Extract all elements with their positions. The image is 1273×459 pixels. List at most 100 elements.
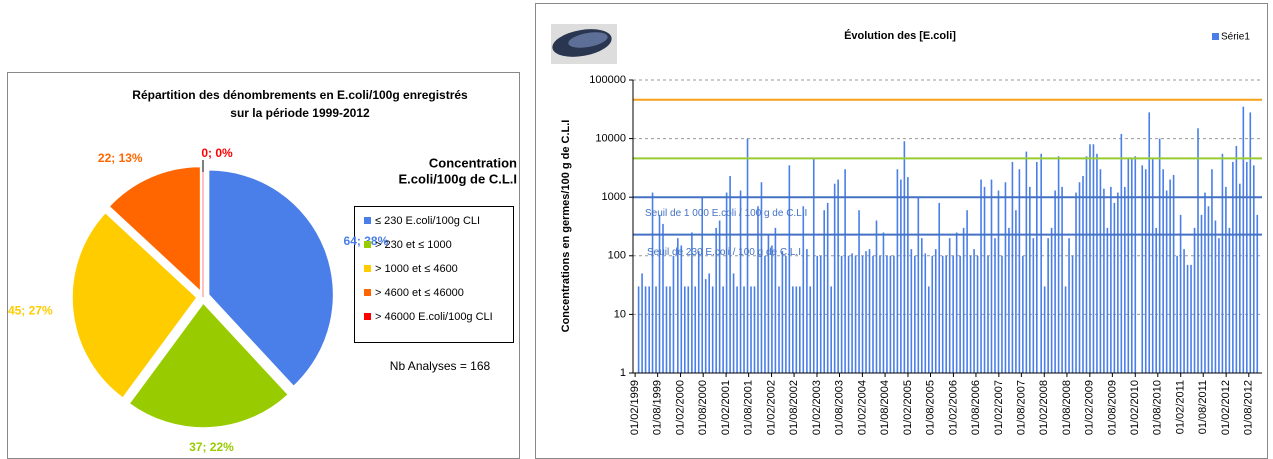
bar	[641, 273, 643, 373]
bar	[806, 249, 808, 373]
x-tick-label: 01/02/2000	[674, 380, 686, 435]
bar	[1249, 112, 1252, 373]
bar	[746, 138, 749, 373]
bar	[665, 286, 668, 373]
bar	[1221, 153, 1224, 373]
bar	[931, 255, 934, 373]
bar	[644, 286, 647, 373]
bar	[893, 255, 895, 373]
bar	[833, 183, 836, 373]
bar-title: Évolution des [E.coli]	[844, 29, 956, 42]
bar	[1193, 227, 1196, 373]
x-tick-label: 01/02/2003	[811, 380, 823, 435]
pie-slice	[107, 165, 202, 294]
bar	[1029, 186, 1031, 373]
x-tick-label: 01/08/2010	[1152, 380, 1164, 435]
bar	[941, 255, 944, 373]
x-tick-label: 01/08/2006	[970, 380, 982, 435]
legend-label: > 4600 et ≤ 46000	[375, 287, 464, 299]
bar	[1082, 176, 1084, 373]
pie-slice	[207, 169, 335, 388]
bar	[1235, 145, 1238, 373]
x-tick-label: 01/08/2011	[1197, 380, 1209, 434]
bar	[994, 238, 996, 373]
bar	[907, 177, 909, 373]
bar	[1096, 153, 1098, 373]
bar	[677, 238, 679, 373]
bar	[924, 253, 927, 373]
bar	[1134, 156, 1137, 373]
bar	[708, 273, 710, 373]
bar	[875, 220, 878, 373]
x-tick-label: 01/08/2004	[879, 380, 891, 435]
legend-label: > 230 et ≤ 1000	[375, 239, 452, 251]
bar	[669, 286, 671, 373]
bar	[732, 273, 735, 373]
bar	[1057, 156, 1060, 373]
bar	[651, 192, 654, 373]
bar	[1092, 144, 1095, 373]
bar	[771, 245, 773, 373]
legend-title: Concentration	[429, 155, 517, 170]
bar	[711, 286, 714, 373]
bar	[1169, 179, 1171, 373]
bar	[969, 255, 972, 373]
bar	[955, 232, 958, 373]
x-tick-label: 01/08/2001	[743, 380, 755, 435]
bar	[844, 169, 846, 373]
bar	[1099, 169, 1102, 373]
x-tick-label: 01/02/2009	[1084, 380, 1096, 435]
bar	[812, 158, 815, 373]
bar	[729, 176, 731, 373]
bar	[1085, 156, 1088, 373]
legend-label: Série1	[1221, 32, 1250, 43]
bar	[648, 286, 650, 373]
x-tick-label: 01/08/2007	[1015, 380, 1027, 435]
bar	[662, 223, 664, 373]
bar	[1068, 238, 1070, 373]
pie-legend	[354, 206, 514, 343]
bar	[764, 255, 766, 373]
y-tick-label: 10	[614, 308, 626, 320]
bar	[1158, 138, 1161, 373]
bar	[672, 255, 675, 373]
bar	[1036, 161, 1038, 373]
bar	[914, 255, 916, 373]
legend-swatch	[364, 265, 371, 272]
x-tick-label: 01/08/2003	[833, 380, 845, 435]
bar	[1148, 112, 1151, 373]
bar	[809, 286, 812, 373]
x-tick-label: 01/08/2008	[1061, 380, 1073, 435]
x-tick-label: 01/08/2005	[924, 380, 936, 435]
bar	[872, 255, 874, 373]
bar	[1225, 186, 1227, 373]
bar	[847, 255, 850, 373]
bar	[920, 238, 923, 373]
bar	[973, 249, 975, 373]
bar	[934, 249, 937, 373]
bar	[788, 165, 791, 373]
bar	[1050, 227, 1053, 373]
bar	[736, 286, 738, 373]
bar	[896, 169, 899, 373]
bar	[760, 182, 763, 373]
bar	[1061, 186, 1063, 373]
bar	[1018, 169, 1021, 373]
bar	[903, 141, 906, 373]
data-label: 0; 0%	[201, 146, 233, 160]
legend-label: > 1000 et ≤ 4600	[375, 263, 458, 275]
pie-slice	[128, 301, 290, 429]
bar	[1120, 133, 1123, 373]
bar	[1004, 182, 1007, 373]
mussel-icon	[551, 24, 617, 64]
bar	[997, 190, 1000, 373]
bar	[795, 286, 798, 373]
bar	[1025, 151, 1028, 373]
bar	[658, 214, 661, 373]
bar	[739, 190, 742, 373]
bar	[1127, 158, 1130, 373]
bar	[987, 255, 989, 373]
bar	[1071, 255, 1074, 373]
x-tick-label: 01/02/2005	[902, 380, 914, 435]
bar	[948, 238, 951, 373]
